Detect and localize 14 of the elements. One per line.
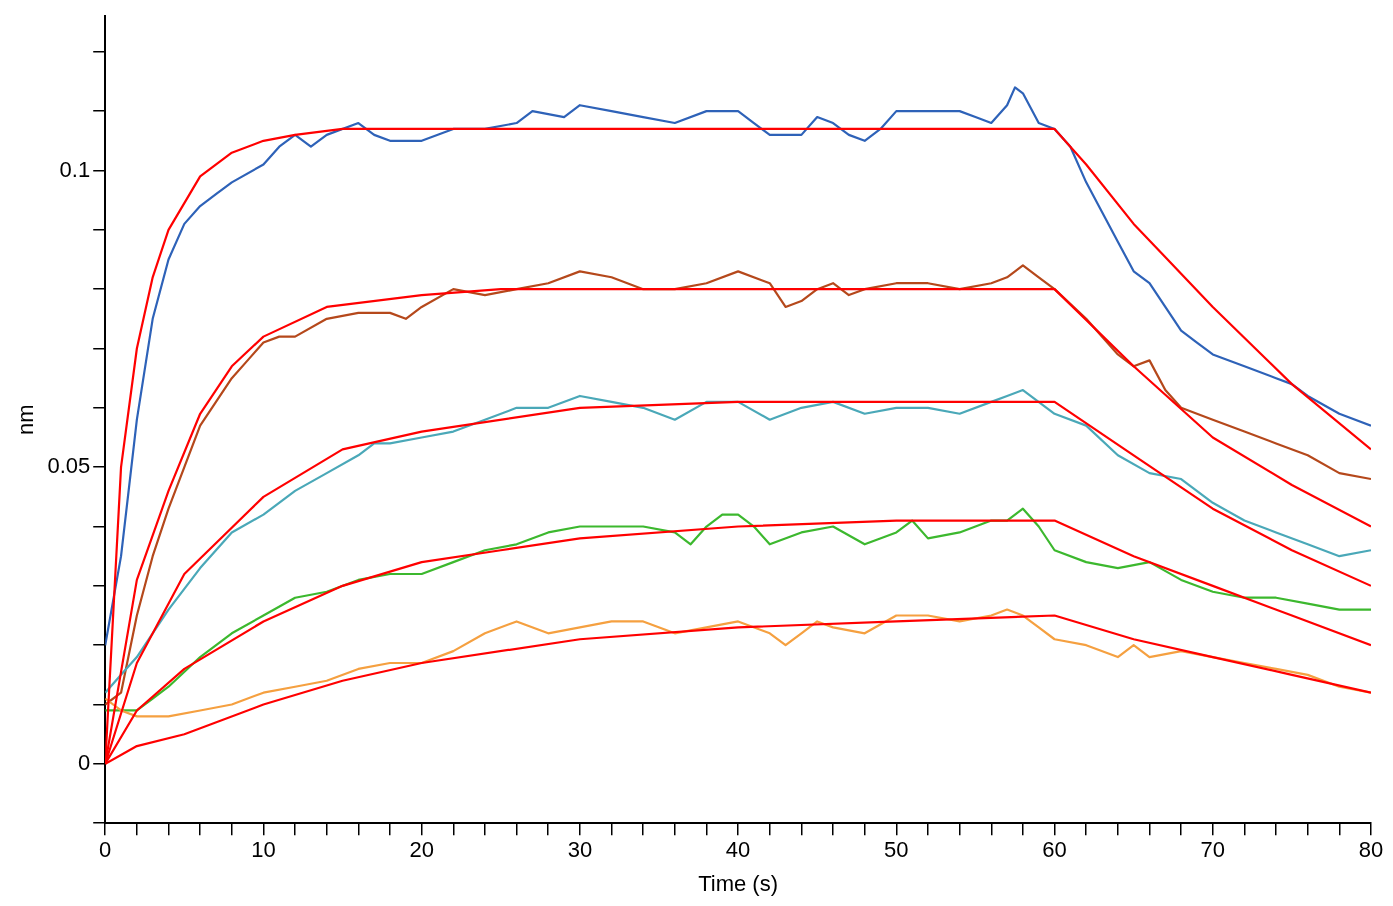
x-tick-label: 10 xyxy=(251,837,276,863)
x-tick-label: 30 xyxy=(567,837,593,863)
y-axis-title: nm xyxy=(13,404,39,435)
x-axis-title: Time (s) xyxy=(698,870,779,896)
y-tick-label: 0.1 xyxy=(59,156,91,182)
x-tick-label: 50 xyxy=(884,837,909,863)
x-tick-label: 80 xyxy=(1358,837,1384,863)
x-tick-label: 20 xyxy=(409,837,434,863)
x-tick-label: 40 xyxy=(725,837,751,863)
y-tick-label: 0 xyxy=(77,749,91,775)
y-tick-label: 0.05 xyxy=(47,453,91,479)
x-tick-label: 70 xyxy=(1200,837,1226,863)
x-tick-label: 0 xyxy=(99,837,112,863)
x-tick-label: 60 xyxy=(1042,837,1067,863)
